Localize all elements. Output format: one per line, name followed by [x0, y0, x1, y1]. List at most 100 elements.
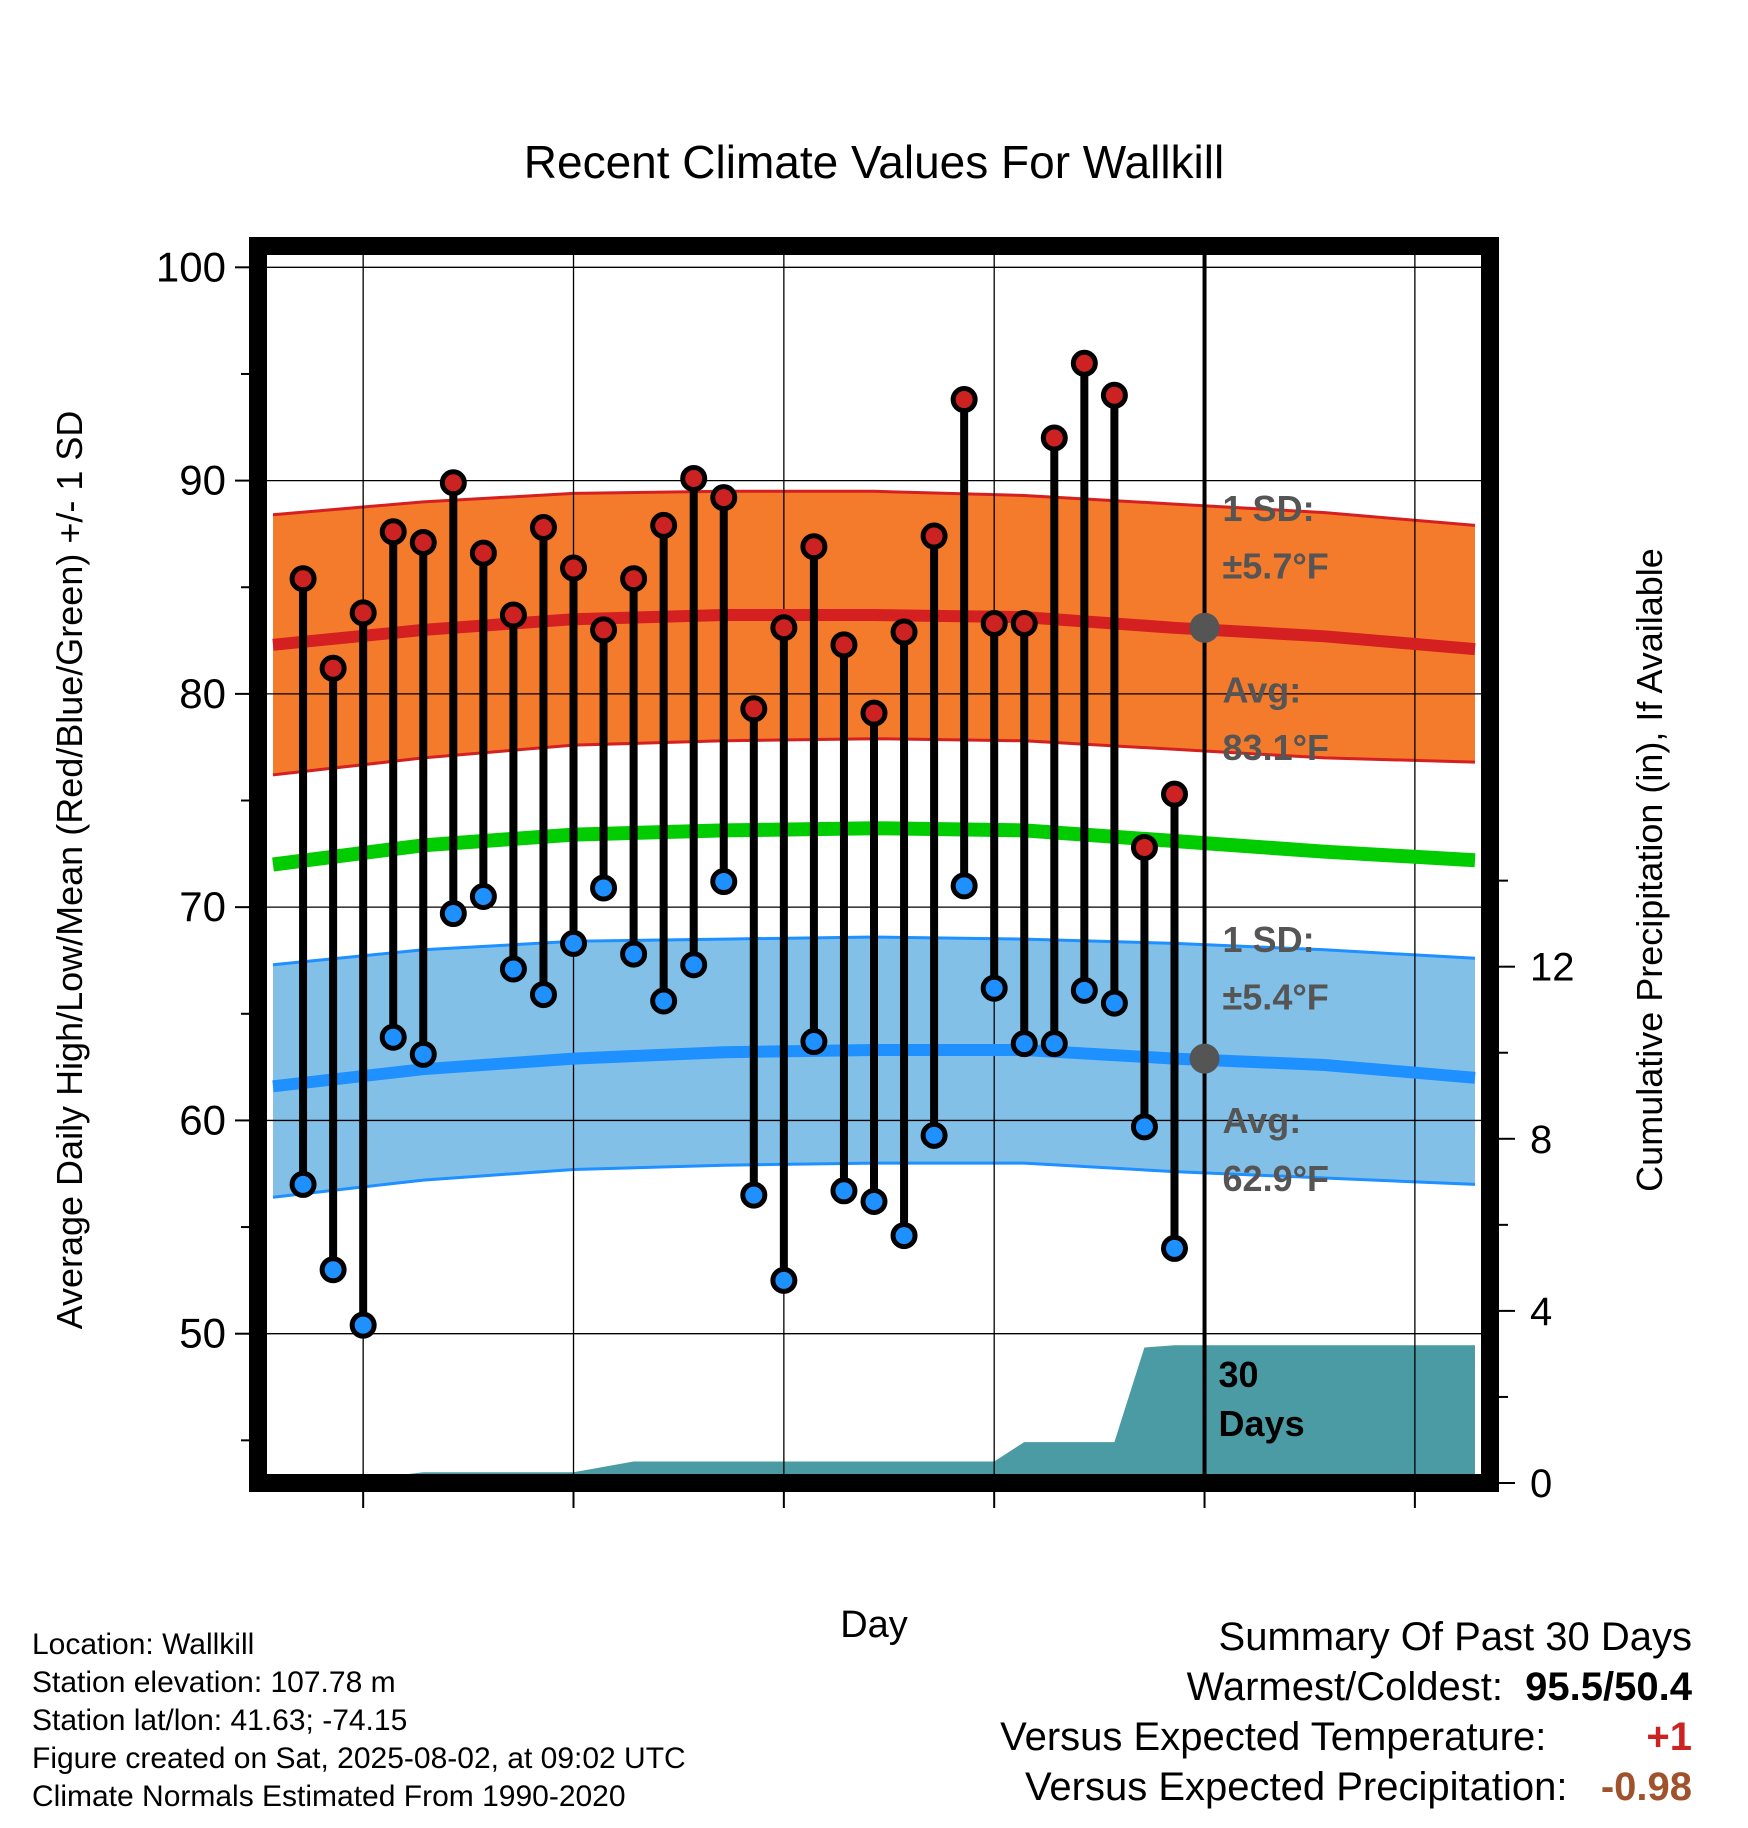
low-point [650, 987, 678, 1015]
y2-tick-label: 4 [1530, 1290, 1552, 1334]
low-sd-label: 1 SD: [1223, 919, 1315, 960]
low-point [289, 1170, 317, 1198]
x-axis-title: Day [840, 1604, 908, 1646]
plot-frame [249, 237, 1499, 1492]
temp-label: Versus Expected Temperature: [1000, 1715, 1547, 1759]
low-avg-marker [1189, 1043, 1220, 1074]
high-point [1040, 424, 1068, 452]
summary-panel: Summary Of Past 30 Days Warmest/Coldest:… [1000, 1615, 1692, 1815]
y2-tick-label: 8 [1530, 1118, 1552, 1162]
low-point [1070, 976, 1098, 1004]
high-point [499, 601, 527, 629]
high-point [620, 565, 648, 593]
y2-axis-label: Cumulative Precipitation (in), If Availa… [1629, 548, 1670, 1192]
low-point [499, 955, 527, 983]
warm-cold-value: 95.5/50.4 [1525, 1665, 1692, 1709]
info-normals: Climate Normals Estimated From 1990-2020 [32, 1780, 626, 1813]
high-point [439, 469, 467, 497]
y-tick-label: 70 [179, 883, 226, 930]
low-point [920, 1121, 948, 1149]
info-latlon: Station lat/lon: 41.63; -74.15 [32, 1704, 408, 1737]
high-point [890, 618, 918, 646]
high-point [1160, 780, 1188, 808]
high-point [860, 699, 888, 727]
high-point [710, 484, 738, 512]
high-sd-label: 1 SD: [1223, 488, 1315, 529]
low-point [379, 1023, 407, 1051]
low-point [860, 1187, 888, 1215]
high-avg-label: Avg: [1223, 669, 1302, 710]
info-elevation: Station elevation: 107.78 m [32, 1666, 396, 1699]
chart-bottom: Day [840, 1604, 908, 1646]
y2-tick-label: 0 [1530, 1462, 1552, 1506]
high-point [289, 565, 317, 593]
low-point [560, 929, 588, 957]
chart-title: Recent Climate Values For Wallkill [524, 136, 1224, 188]
low-point [890, 1222, 918, 1250]
low-point [1100, 989, 1128, 1017]
low-avg-label: Avg: [1223, 1100, 1302, 1141]
low-point [409, 1040, 437, 1068]
precip-label: Versus Expected Precipitation: [1024, 1765, 1568, 1809]
high-point [1100, 381, 1128, 409]
high-point [1070, 349, 1098, 377]
y-tick-label: 60 [179, 1096, 226, 1143]
high-point [319, 654, 347, 682]
high-point [590, 616, 618, 644]
summary-warm-cold: Warmest/Coldest: 95.5/50.4 [1000, 1665, 1692, 1715]
low-point [800, 1028, 828, 1056]
days-count-label: 30 [1219, 1354, 1259, 1395]
climate-chart: Recent Climate Values For Wallkill 1 SD:… [49, 136, 1670, 1508]
low-point [680, 951, 708, 979]
low-point [529, 981, 557, 1009]
high-point [770, 614, 798, 642]
high-point [529, 514, 557, 542]
station-info: Location: Wallkill Station elevation: 10… [32, 1626, 686, 1816]
low-point [950, 872, 978, 900]
high-point [1010, 609, 1038, 637]
high-point [650, 511, 678, 539]
summary-title: Summary Of Past 30 Days [1218, 1615, 1692, 1659]
high-point [349, 599, 377, 627]
low-point [1010, 1030, 1038, 1058]
high-point [980, 609, 1008, 637]
low-point [1160, 1234, 1188, 1262]
precip-area [273, 1345, 1475, 1483]
precip-value: -0.98 [1600, 1765, 1692, 1809]
plot-content: 1 SD: ±5.7°F Avg: 83.1°F 1 SD: ±5.4°F Avg: 62.9… [258, 246, 1490, 1483]
y-tick-label: 90 [179, 457, 226, 504]
low-point [620, 940, 648, 968]
info-created: Figure created on Sat, 2025-08-02, at 09… [32, 1742, 686, 1775]
y-tick-label: 100 [156, 243, 226, 290]
high-point [560, 554, 588, 582]
low-point [980, 974, 1008, 1002]
low-avg-value: 62.9°F [1223, 1158, 1329, 1199]
low-point [1130, 1113, 1158, 1141]
y-tick-label: 80 [179, 670, 226, 717]
low-point [1040, 1030, 1068, 1058]
high-point [1130, 833, 1158, 861]
low-point [590, 874, 618, 902]
temp-value: +1 [1646, 1715, 1692, 1759]
high-normal-line [272, 609, 1476, 656]
y-axis-label: Average Daily High/Low/Mean (Red/Blue/Gr… [49, 411, 90, 1330]
low-point [469, 882, 497, 910]
high-point [680, 464, 708, 492]
y2-tick-label: 12 [1530, 946, 1575, 990]
high-upper-line [272, 489, 1476, 527]
high-point [740, 695, 768, 723]
low-point [740, 1181, 768, 1209]
summary-temp: Versus Expected Temperature: +1 [1000, 1715, 1692, 1765]
days-word-label: Days [1219, 1403, 1305, 1444]
y-tick-label: 50 [179, 1310, 226, 1357]
high-point [469, 539, 497, 567]
summary-precip: Versus Expected Precipitation: -0.98 [1000, 1765, 1692, 1815]
plot-area: 1 SD: ±5.7°F Avg: 83.1°F 1 SD: ±5.4°F Avg: 62.9… [156, 237, 1575, 1508]
high-point [800, 533, 828, 561]
low-point [439, 900, 467, 928]
low-point [319, 1256, 347, 1284]
high-point [920, 522, 948, 550]
low-point [710, 868, 738, 896]
info-location: Location: Wallkill [32, 1628, 255, 1661]
low-point [349, 1311, 377, 1339]
